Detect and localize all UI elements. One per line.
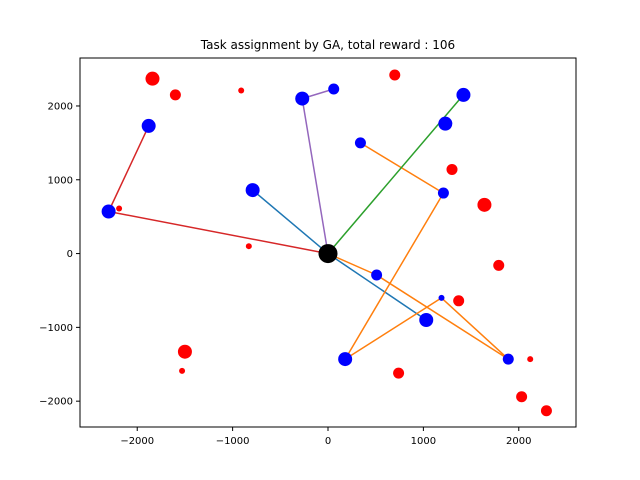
y-axis: −2000 −1000 0 1000 2000: [39, 101, 80, 408]
assigned-task-point: [437, 187, 449, 199]
unassigned-task-point: [169, 89, 181, 101]
x-tick-label: −1000: [216, 436, 250, 447]
plot-area: [80, 58, 576, 427]
y-tick-label: −2000: [39, 397, 73, 408]
unassigned-task-point: [145, 71, 160, 86]
chart-title: Task assignment by GA, total reward : 10…: [200, 38, 455, 52]
unassigned-task-point: [477, 197, 492, 212]
unassigned-task-point: [389, 69, 401, 81]
assigned-task-point: [101, 204, 116, 219]
y-tick-label: 0: [67, 249, 73, 260]
unassigned-task-point: [540, 405, 552, 417]
assigned-task-point: [456, 87, 471, 102]
x-tick-label: 0: [325, 436, 331, 447]
y-tick-label: −1000: [39, 323, 73, 334]
y-tick-label: 1000: [48, 175, 73, 186]
unassigned-task-point: [493, 259, 505, 271]
unassigned-task-point: [527, 356, 534, 363]
unassigned-task-point: [116, 205, 123, 212]
assigned-task-point: [371, 269, 383, 281]
x-tick-label: 1000: [411, 436, 436, 447]
assigned-task-point: [419, 312, 434, 327]
unassigned-task-point: [446, 163, 458, 175]
assigned-task-point: [245, 183, 260, 198]
x-axis: −2000 −1000 0 1000 2000: [120, 427, 531, 447]
assigned-task-point: [328, 83, 340, 95]
assigned-task-point: [338, 352, 353, 367]
assigned-task-point: [141, 118, 156, 133]
unassigned-task-point: [516, 391, 528, 403]
y-tick-label: 2000: [48, 101, 73, 112]
assigned-task-point: [354, 137, 366, 149]
points-layer: [101, 69, 552, 417]
x-tick-label: −2000: [120, 436, 154, 447]
assigned-task-point: [295, 91, 310, 106]
assigned-task-point: [438, 294, 445, 301]
unassigned-task-point: [238, 87, 245, 94]
unassigned-task-point: [453, 295, 465, 307]
unassigned-task-point: [245, 243, 252, 250]
unassigned-task-point: [177, 344, 192, 359]
depot-point: [318, 244, 338, 264]
unassigned-task-point: [393, 367, 405, 379]
route-line-1: [251, 189, 427, 321]
assigned-task-point: [438, 116, 453, 131]
assigned-task-point: [502, 353, 514, 365]
unassigned-task-point: [179, 367, 186, 374]
x-tick-label: 2000: [506, 436, 531, 447]
